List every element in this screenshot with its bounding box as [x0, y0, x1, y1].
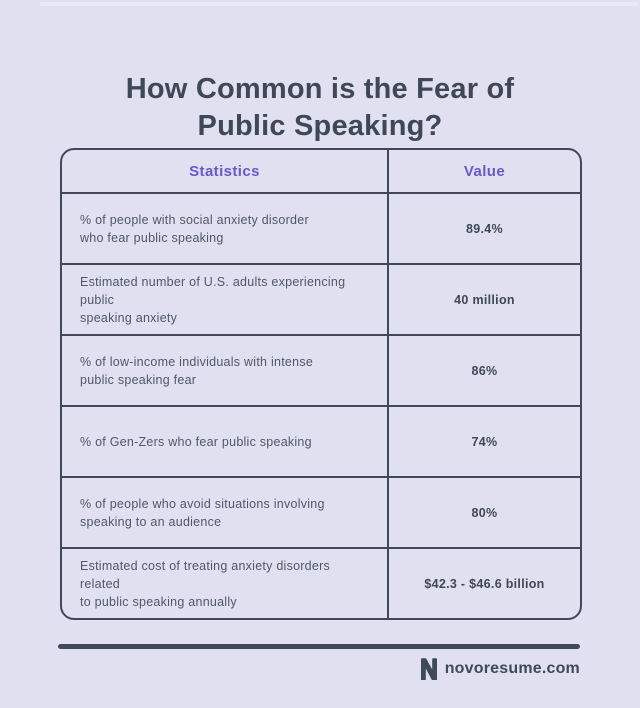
table-row: % of low-income individuals with intense…	[62, 334, 580, 405]
statistic-label: Estimated number of U.S. adults experien…	[80, 274, 346, 325]
page-title: How Common is the Fear of Public Speakin…	[125, 73, 515, 143]
footer-branding: novoresume.com	[419, 658, 580, 680]
table-row: % of Gen-Zers who fear public speaking 7…	[62, 405, 580, 476]
statistics-table: Statistics Value % of people with social…	[60, 148, 582, 620]
column-header-value: Value	[387, 150, 580, 192]
brand-link[interactable]: novoresume.com	[444, 660, 580, 677]
novoresume-logo-icon	[419, 658, 439, 680]
statistic-label: % of Gen-Zers who fear public speaking	[80, 434, 312, 449]
table-row: Estimated cost of treating anxiety disor…	[62, 547, 580, 618]
statistic-label: % of people who avoid situations involvi…	[80, 496, 325, 529]
footer-divider	[58, 644, 580, 649]
statistic-label: % of low-income individuals with intense…	[80, 354, 314, 387]
statistic-value: 89.4%	[387, 194, 580, 263]
statistic-label: Estimated cost of treating anxiety disor…	[80, 558, 331, 609]
statistic-value: 86%	[387, 336, 580, 405]
table-row: % of people who avoid situations involvi…	[62, 476, 580, 547]
table-row: Estimated number of U.S. adults experien…	[62, 263, 580, 334]
table-row: % of people with social anxiety disorder…	[62, 192, 580, 263]
column-header-statistics: Statistics	[189, 162, 260, 180]
table-header-row: Statistics Value	[62, 150, 580, 192]
top-highlight-strip	[40, 2, 638, 6]
statistic-value: $42.3 - $46.6 billion	[387, 549, 580, 618]
statistic-label: % of people with social anxiety disorder…	[80, 212, 309, 245]
statistic-value: 74%	[387, 407, 580, 476]
statistic-value: 40 million	[387, 265, 580, 334]
statistic-value: 80%	[387, 478, 580, 547]
